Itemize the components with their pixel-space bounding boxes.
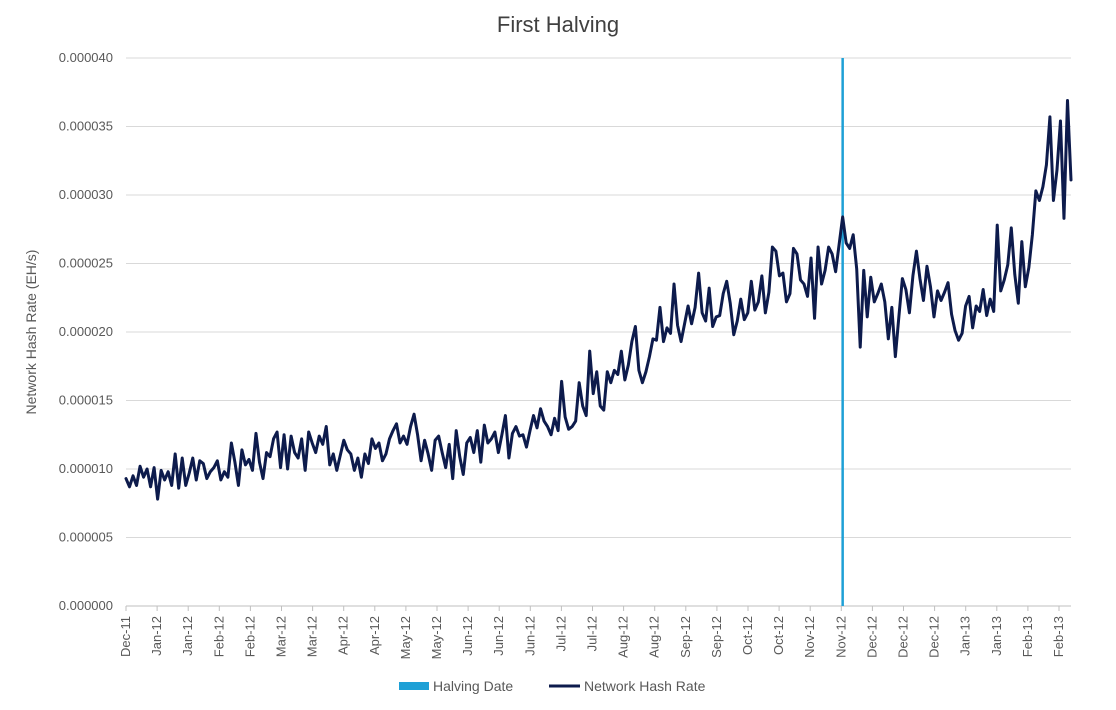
- y-axis-tick-labels: 0.000000 0.000005 0.000010 0.000015 0.000020…: [59, 50, 113, 613]
- legend-label-network-hash-rate: Network Hash Rate: [584, 678, 706, 694]
- series-group: [124, 98, 1073, 501]
- y-tick-label: 0.000000: [59, 598, 113, 613]
- x-tick-label: Dec-12: [927, 616, 942, 658]
- x-tick-label: Feb-13: [1020, 616, 1035, 657]
- x-tick-label: Jun-12: [491, 616, 506, 656]
- x-tick-label: Jan-13: [989, 616, 1004, 656]
- y-axis-title: Network Hash Rate (EH/s): [23, 250, 39, 415]
- x-tick-label: Aug-12: [616, 616, 631, 658]
- x-tick-label: Feb-13: [1051, 616, 1066, 657]
- x-axis: [125, 605, 1071, 611]
- x-tick-label: Mar-12: [274, 616, 289, 657]
- x-tick-label: Jan-12: [149, 616, 164, 656]
- x-tick-label: Apr-12: [336, 616, 351, 655]
- x-tick-label: Oct-12: [771, 616, 786, 655]
- x-tick-label: Dec-11: [118, 616, 133, 657]
- legend-label-halving-date: Halving Date: [433, 678, 513, 694]
- x-tick-label: Feb-12: [211, 616, 226, 657]
- y-tick-label: 0.000025: [59, 256, 113, 271]
- legend-swatch-halving-date: [399, 682, 429, 690]
- y-tick-label: 0.000040: [59, 50, 113, 65]
- x-tick-label: Oct-12: [740, 616, 755, 655]
- chart-title: First Halving: [497, 12, 619, 37]
- x-tick-label: Sep-12: [678, 616, 693, 658]
- x-tick-label: Jul-12: [585, 616, 600, 651]
- legend: Halving Date Network Hash Rate: [399, 678, 706, 694]
- y-tick-label: 0.000035: [59, 119, 113, 134]
- x-tick-label: Jun-12: [522, 616, 537, 656]
- y-tick-label: 0.000005: [59, 530, 113, 545]
- x-tick-label: Nov-12: [802, 616, 817, 658]
- x-tick-label: Aug-12: [647, 616, 662, 658]
- y-tick-label: 0.000015: [59, 393, 113, 408]
- x-tick-label: Jan-13: [958, 616, 973, 656]
- y-tick-label: 0.000030: [59, 187, 113, 202]
- grid-lines: [126, 57, 1071, 607]
- x-tick-label: May-12: [429, 616, 444, 659]
- x-tick-label: Jan-12: [180, 616, 195, 656]
- x-tick-label: Jun-12: [460, 616, 475, 656]
- x-tick-label: Sep-12: [709, 616, 724, 658]
- x-tick-label: Mar-12: [305, 616, 320, 657]
- x-tick-label: Dec-12: [896, 616, 911, 658]
- network-hash-rate-line: [124, 98, 1073, 501]
- x-tick-label: Nov-12: [833, 616, 848, 658]
- x-tick-label: Feb-12: [242, 616, 257, 657]
- y-tick-label: 0.000020: [59, 324, 113, 339]
- x-tick-label: Apr-12: [367, 616, 382, 655]
- x-axis-tick-labels: Dec-11 Jan-12 Jan-12 Feb-12 Feb-12 Mar-12 Mar-…: [118, 616, 1066, 659]
- y-tick-label: 0.000010: [59, 461, 113, 476]
- x-tick-label: Dec-12: [864, 616, 879, 658]
- x-tick-label: Jul-12: [553, 616, 568, 651]
- x-tick-label: May-12: [398, 616, 413, 659]
